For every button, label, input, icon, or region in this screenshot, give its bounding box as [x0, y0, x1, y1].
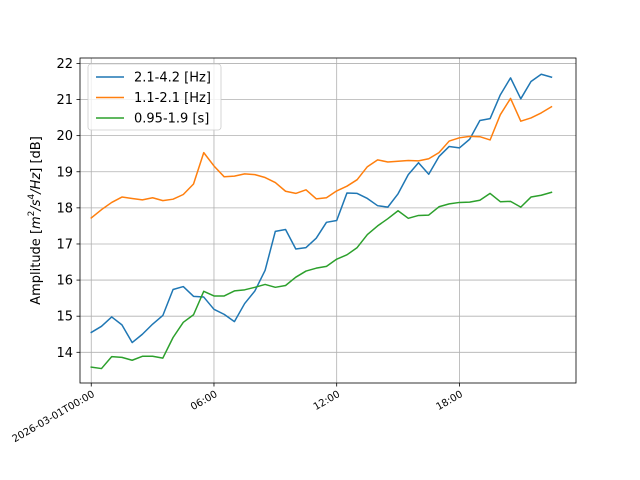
y-tick-label: 18 — [56, 201, 73, 216]
y-tick-label: 15 — [56, 310, 73, 325]
y-tick-label: 21 — [56, 93, 73, 108]
legend-label: 1.1-2.1 [Hz] — [134, 91, 211, 106]
y-tick-label: 20 — [56, 129, 73, 144]
legend-label: 2.1-4.2 [Hz] — [134, 71, 211, 86]
x-tick-label: 06:00 — [189, 389, 219, 413]
series-line-2 — [90, 97, 553, 220]
legend-box — [87, 63, 222, 131]
y-tick-label: 17 — [56, 237, 73, 252]
series-group — [90, 73, 553, 370]
y-tick-label: 19 — [56, 165, 73, 180]
y-tick-label: 16 — [56, 274, 73, 289]
x-tick-label: 2026-03-01T00:00 — [11, 389, 97, 445]
series-line-1 — [90, 73, 553, 344]
legend-label: 0.95-1.9 [s] — [134, 112, 209, 127]
axes-frame — [79, 57, 577, 384]
y-tick-label: 14 — [56, 346, 73, 361]
x-tick-label: 18:00 — [434, 389, 464, 413]
x-tick-label: 12:00 — [312, 389, 342, 413]
y-tick-label: 22 — [56, 57, 73, 72]
legend: 2.1-4.2 [Hz] 1.1-2.1 [Hz] 0.95-1.9 [s] — [87, 63, 222, 131]
series-line-3 — [90, 191, 553, 370]
y-axis-label: Amplitude [m2/s4/Hz] [dB] — [27, 136, 44, 305]
